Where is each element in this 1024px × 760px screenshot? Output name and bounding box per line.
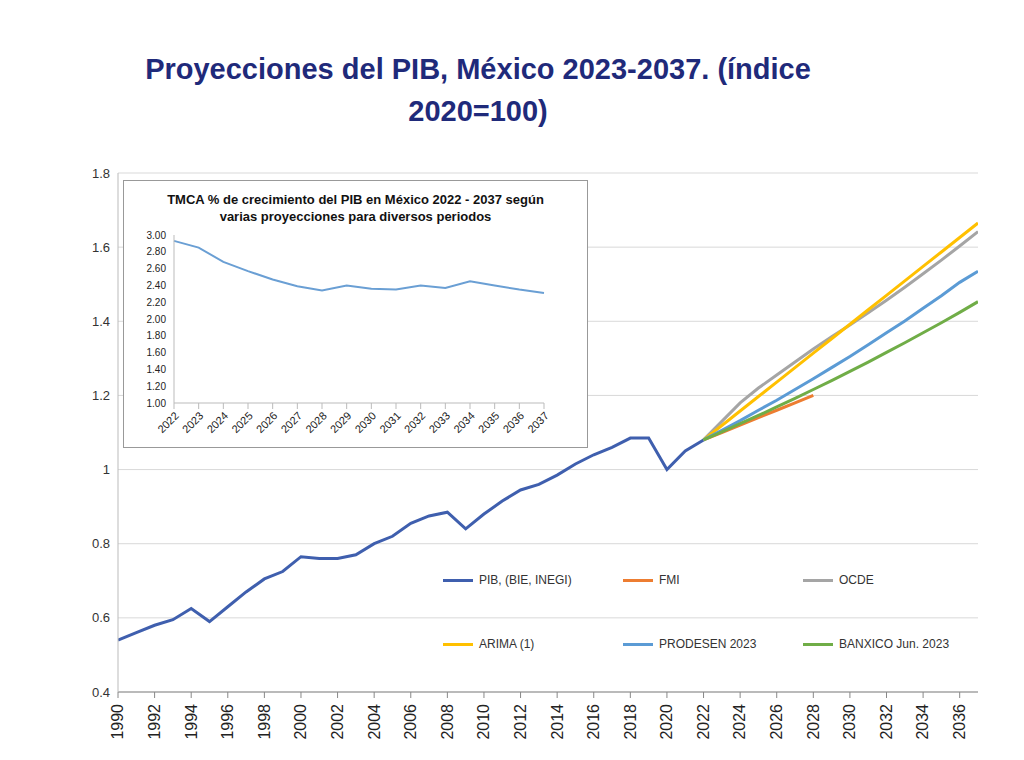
html-text:PIB, (BIE, INEGI): PIB, (BIE, INEGI) [479, 573, 572, 587]
svg-text:2022: 2022 [695, 704, 712, 740]
svg-text:2028: 2028 [303, 409, 329, 435]
svg-text:1990: 1990 [109, 704, 126, 740]
html-text:Proyecciones del PIB, México 2: Proyecciones del PIB, México 2023-2037. … [145, 53, 811, 127]
svg-text:2002: 2002 [329, 704, 346, 740]
svg-text:2035: 2035 [476, 409, 502, 435]
svg-text:2030: 2030 [841, 704, 858, 740]
svg-text:2000: 2000 [292, 704, 309, 740]
svg-text:1992: 1992 [146, 704, 163, 740]
svg-text:0.8: 0.8 [92, 536, 110, 551]
svg-text:2027: 2027 [278, 409, 304, 435]
svg-text:2.20: 2.20 [147, 297, 167, 308]
svg-text:2031: 2031 [377, 409, 403, 435]
svg-text:2030: 2030 [352, 409, 378, 435]
svg-text:1.4: 1.4 [92, 314, 110, 329]
svg-text:3.00: 3.00 [147, 230, 167, 241]
svg-text:2034: 2034 [914, 704, 931, 740]
svg-text:2020: 2020 [658, 704, 675, 740]
html-text:ARIMA (1): ARIMA (1) [479, 637, 535, 651]
svg-text:1.2: 1.2 [92, 388, 110, 403]
html-text:PRODESEN 2023: PRODESEN 2023 [659, 637, 757, 651]
svg-text:1.60: 1.60 [147, 347, 167, 358]
svg-text:1.00: 1.00 [147, 398, 167, 409]
svg-text:2033: 2033 [426, 409, 452, 435]
svg-text:2012: 2012 [512, 704, 529, 740]
svg-text:2018: 2018 [622, 704, 639, 740]
html-text:FMI: FMI [659, 573, 680, 587]
svg-text:2028: 2028 [805, 704, 822, 740]
svg-text:1.8: 1.8 [92, 166, 110, 181]
svg-text:2022: 2022 [155, 409, 181, 435]
svg-text:1.20: 1.20 [147, 381, 167, 392]
svg-text:1.40: 1.40 [147, 364, 167, 375]
svg-text:2010: 2010 [475, 704, 492, 740]
svg-text:2023: 2023 [180, 409, 206, 435]
html-text:BANXICO Jun. 2023: BANXICO Jun. 2023 [839, 637, 950, 651]
svg-text:2026: 2026 [254, 409, 280, 435]
svg-text:2037: 2037 [525, 409, 551, 435]
svg-text:2032: 2032 [402, 409, 428, 435]
svg-text:1994: 1994 [183, 704, 200, 740]
svg-text:2004: 2004 [366, 704, 383, 740]
svg-text:1.6: 1.6 [92, 240, 110, 255]
svg-text:2036: 2036 [951, 704, 968, 740]
svg-text:2006: 2006 [402, 704, 419, 740]
svg-text:2025: 2025 [229, 409, 255, 435]
svg-text:1998: 1998 [256, 704, 273, 740]
svg-text:2024: 2024 [204, 409, 230, 435]
svg-text:2.60: 2.60 [147, 263, 167, 274]
svg-text:2032: 2032 [878, 704, 895, 740]
svg-text:2024: 2024 [731, 704, 748, 740]
svg-text:2034: 2034 [451, 409, 477, 435]
svg-text:2.00: 2.00 [147, 314, 167, 325]
svg-text:2014: 2014 [549, 704, 566, 740]
svg-text:2.40: 2.40 [147, 280, 167, 291]
svg-text:1.80: 1.80 [147, 330, 167, 341]
svg-text:1996: 1996 [219, 704, 236, 740]
svg-text:2.80: 2.80 [147, 246, 167, 257]
svg-text:1: 1 [103, 462, 110, 477]
html-text:TMCA % de crecimiento del PIB: TMCA % de crecimiento del PIB en México … [167, 192, 544, 224]
svg-text:0.4: 0.4 [92, 685, 110, 700]
svg-text:0.6: 0.6 [92, 610, 110, 625]
svg-text:2016: 2016 [585, 704, 602, 740]
svg-text:2036: 2036 [500, 409, 526, 435]
svg-text:2008: 2008 [439, 704, 456, 740]
svg-text:2029: 2029 [328, 409, 354, 435]
svg-text:2026: 2026 [768, 704, 785, 740]
html-text:OCDE: OCDE [839, 573, 874, 587]
